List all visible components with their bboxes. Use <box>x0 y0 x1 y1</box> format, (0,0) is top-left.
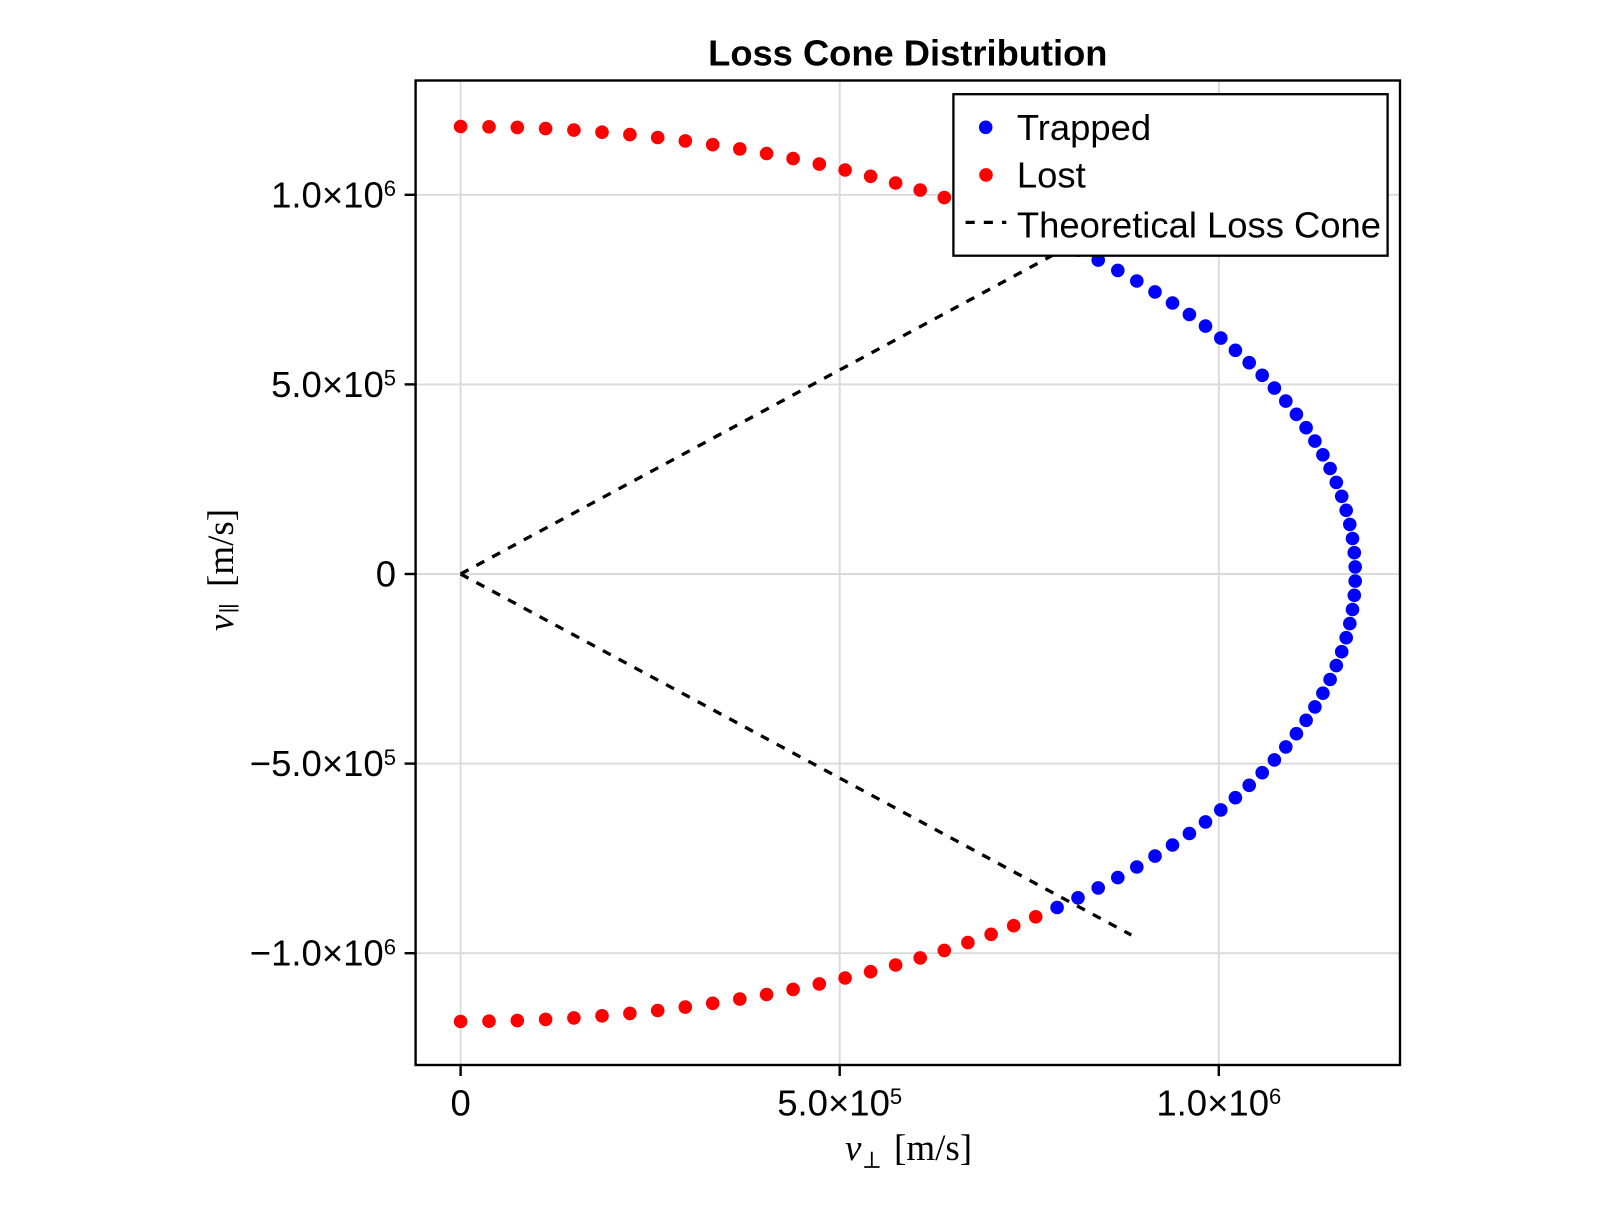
svg-text:−1.0×106: −1.0×106 <box>250 933 396 974</box>
svg-text:v: v <box>201 614 242 631</box>
svg-text:5.0×105: 5.0×105 <box>777 1083 902 1124</box>
svg-text:[m/s]: [m/s] <box>894 1128 972 1169</box>
svg-text:5.0×105: 5.0×105 <box>271 364 396 405</box>
svg-text:Trapped: Trapped <box>1017 107 1151 148</box>
svg-text:Lost: Lost <box>1017 154 1086 195</box>
svg-text:v: v <box>845 1128 862 1169</box>
svg-text:[m/s]: [m/s] <box>201 509 242 587</box>
svg-text:Theoretical Loss Cone: Theoretical Loss Cone <box>1017 204 1381 245</box>
svg-text:Loss Cone Distribution: Loss Cone Distribution <box>708 32 1107 73</box>
svg-text:1.0×106: 1.0×106 <box>1156 1083 1281 1124</box>
svg-text:0: 0 <box>376 554 396 595</box>
svg-text:0: 0 <box>450 1083 470 1124</box>
svg-text:1.0×106: 1.0×106 <box>271 174 396 215</box>
svg-text:−5.0×105: −5.0×105 <box>250 743 396 784</box>
